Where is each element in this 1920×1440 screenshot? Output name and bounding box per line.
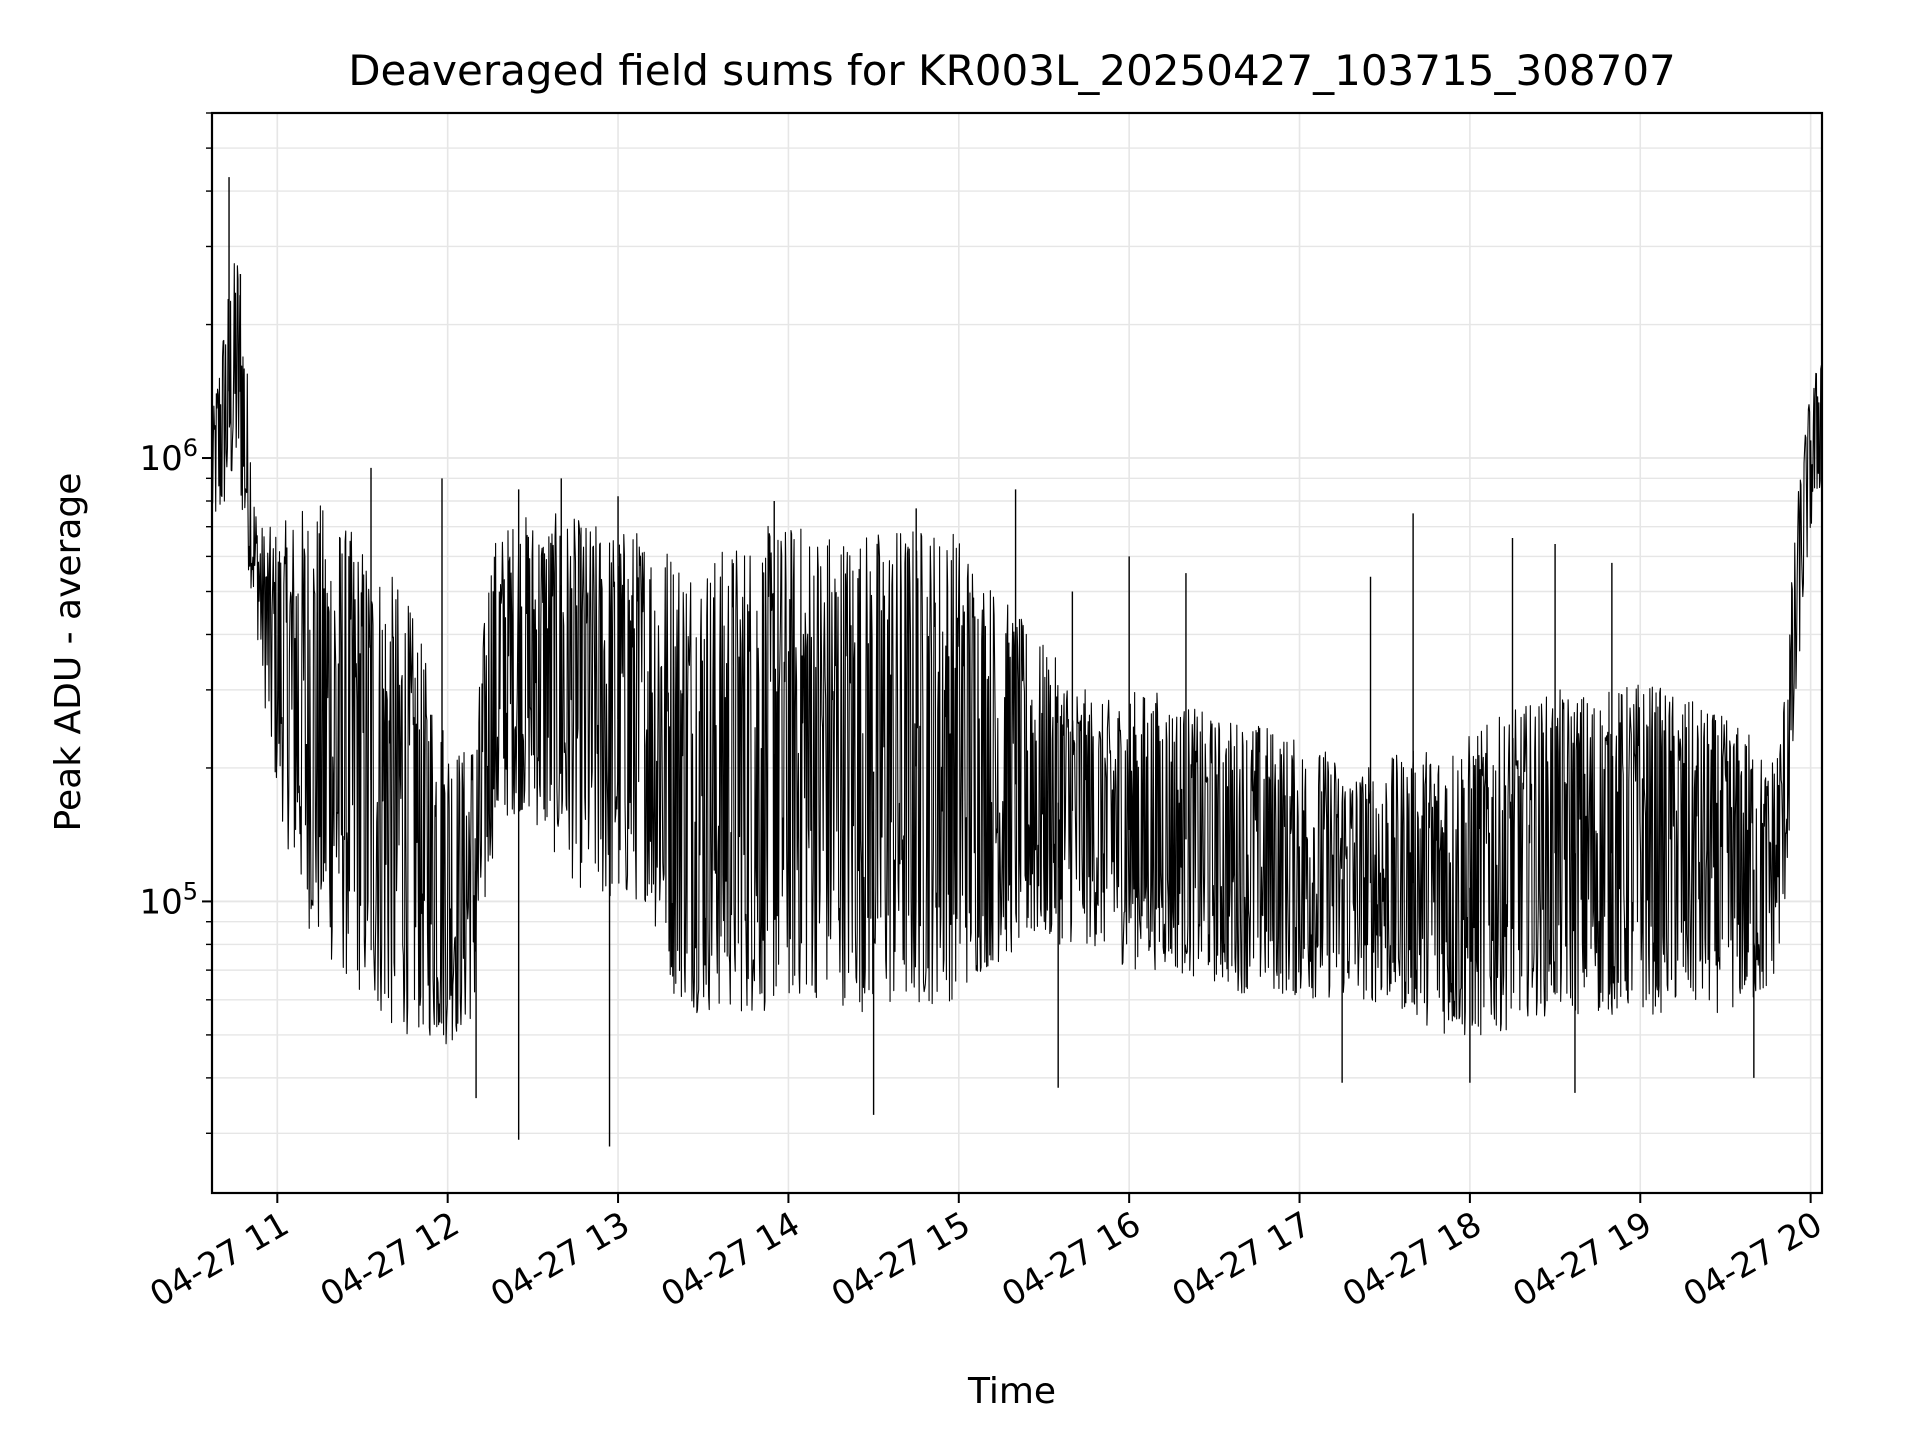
- x-tick-label: 04-27 14: [655, 1204, 807, 1315]
- x-tick-label: 04-27 16: [995, 1204, 1147, 1315]
- x-axis-label: Time: [967, 1371, 1056, 1412]
- y-axis-ticks: 105 106: [139, 434, 198, 922]
- y-tick-label: 106: [139, 434, 198, 479]
- x-tick-label: 04-27 20: [1677, 1204, 1829, 1315]
- chart-title: Deaveraged field sums for KR003L_2025042…: [348, 46, 1676, 95]
- y-tick-label: 105: [139, 877, 198, 922]
- x-tick-label: 04-27 11: [143, 1204, 295, 1315]
- x-tick-label: 04-27 15: [825, 1204, 977, 1315]
- series-line: [211, 263, 1823, 1045]
- y-axis-label: Peak ADU - average: [48, 473, 89, 832]
- x-tick-label: 04-27 12: [314, 1204, 466, 1315]
- x-axis-ticks: 04-27 11 04-27 12 04-27 13 04-27 14 04-27 15…: [143, 1193, 1829, 1315]
- x-tick-label: 04-27 13: [484, 1204, 636, 1315]
- x-tick-label: 04-27 19: [1506, 1204, 1658, 1315]
- plot-frame: [210, 111, 1824, 1195]
- x-tick-label: 04-27 18: [1336, 1204, 1488, 1315]
- x-tick-label: 04-27 17: [1166, 1204, 1318, 1315]
- plot-data: [211, 177, 1823, 1147]
